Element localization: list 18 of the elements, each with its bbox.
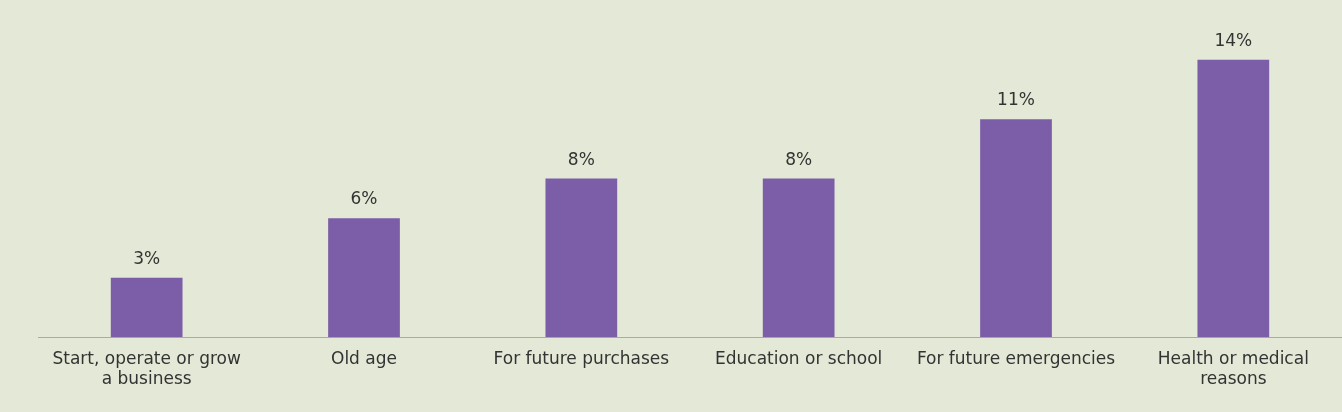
x-tick-label: Old age xyxy=(331,347,397,368)
bar xyxy=(1197,59,1270,338)
bar xyxy=(762,178,835,338)
x-tick-label: Health or medical reasons xyxy=(1157,347,1309,389)
x-tick-label: Start, operate or grow a business xyxy=(52,347,241,389)
data-label: 6% xyxy=(350,188,378,209)
data-label: 8% xyxy=(785,148,813,169)
x-tick-label: For future purchases xyxy=(493,347,670,368)
data-label: 8% xyxy=(567,148,595,169)
bar xyxy=(980,119,1052,338)
bar xyxy=(110,277,183,338)
x-tick-label: For future emergencies xyxy=(916,347,1116,368)
data-label: 11% xyxy=(997,89,1035,110)
data-label: 3% xyxy=(133,247,161,268)
x-tick-label: Education or school xyxy=(714,347,883,368)
data-label: 14% xyxy=(1214,29,1253,50)
bar xyxy=(328,218,400,338)
bar xyxy=(545,178,618,338)
